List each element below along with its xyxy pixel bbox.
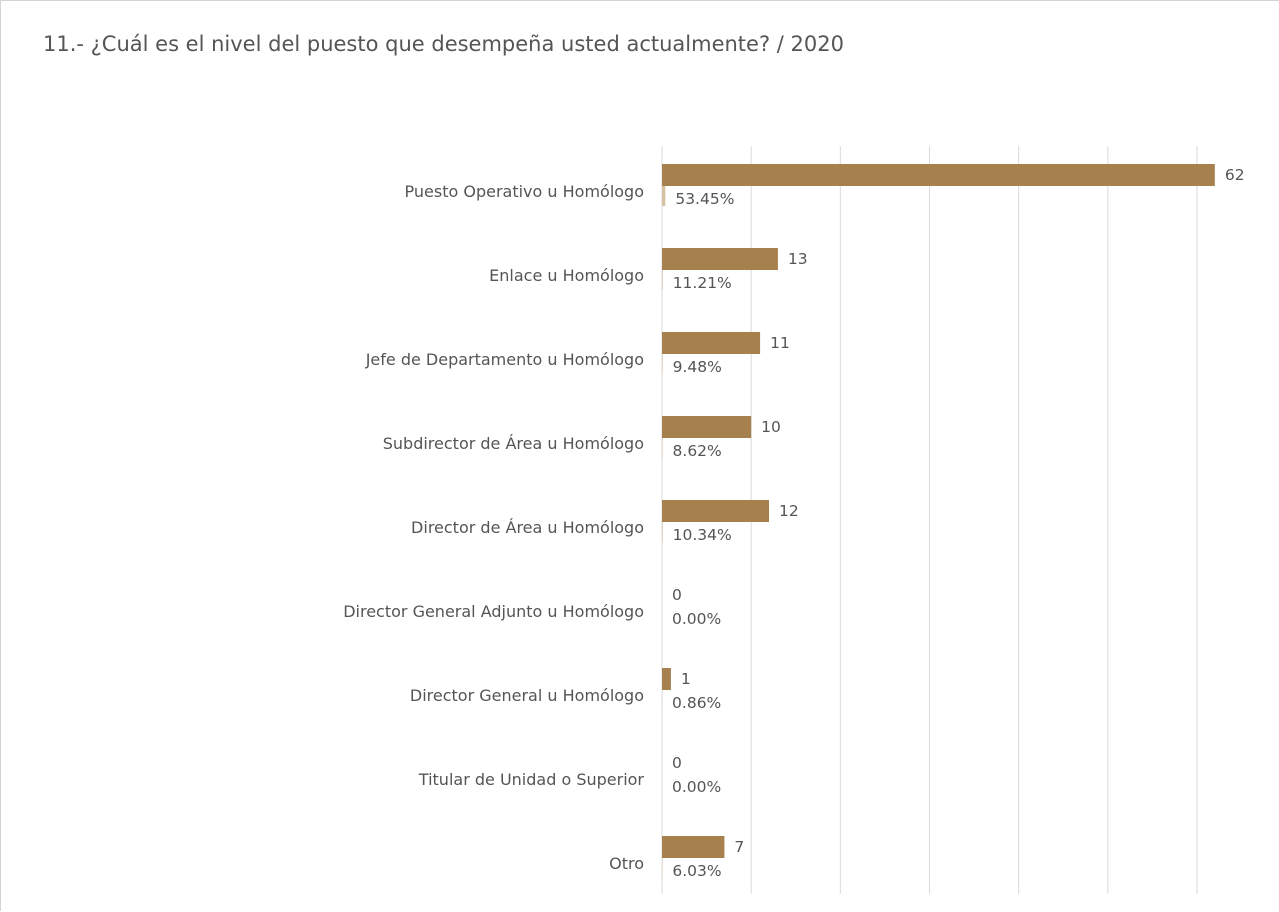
count-bar xyxy=(662,248,778,270)
percent-label: 53.45% xyxy=(675,190,734,208)
percent-bar xyxy=(662,438,663,458)
category-row: Titular de Unidad o Superior 0 0.00% xyxy=(418,754,721,796)
percent-label: 6.03% xyxy=(672,862,721,880)
percent-label: 8.62% xyxy=(673,442,722,460)
percent-label: 11.21% xyxy=(673,274,732,292)
count-bar xyxy=(662,836,724,858)
count-label: 13 xyxy=(788,250,808,268)
percent-label: 9.48% xyxy=(673,358,722,376)
category-label: Jefe de Departamento u Homólogo xyxy=(365,350,644,369)
category-label: Director de Área u Homólogo xyxy=(411,518,644,537)
count-bar xyxy=(662,332,760,354)
percent-bar xyxy=(662,186,665,206)
category-label: Director General Adjunto u Homólogo xyxy=(343,602,644,621)
count-label: 0 xyxy=(672,754,682,772)
percent-label: 0.00% xyxy=(672,610,721,628)
category-label: Subdirector de Área u Homólogo xyxy=(383,434,644,453)
category-row: Enlace u Homólogo 13 11.21% xyxy=(489,248,807,292)
percent-label: 0.00% xyxy=(672,778,721,796)
percent-label: 0.86% xyxy=(672,694,721,712)
category-label: Puesto Operativo u Homólogo xyxy=(405,182,644,201)
count-bar xyxy=(662,668,671,690)
category-label: Otro xyxy=(609,854,644,873)
count-label: 7 xyxy=(734,838,744,856)
category-row: Otro 7 6.03% xyxy=(609,836,744,880)
count-label: 62 xyxy=(1225,166,1245,184)
category-row: Jefe de Departamento u Homólogo 11 9.48% xyxy=(365,332,790,376)
category-row: Puesto Operativo u Homólogo 62 53.45% xyxy=(405,164,1245,208)
count-label: 11 xyxy=(770,334,790,352)
percent-bar xyxy=(662,270,663,290)
category-row: Director General Adjunto u Homólogo 0 0.00… xyxy=(343,586,721,628)
percent-bar xyxy=(662,354,663,374)
count-bar xyxy=(662,500,769,522)
percent-bar xyxy=(662,522,663,542)
count-label: 12 xyxy=(779,502,799,520)
count-bar xyxy=(662,416,751,438)
percent-label: 10.34% xyxy=(673,526,732,544)
category-row: Director General u Homólogo 1 0.86% xyxy=(410,668,721,712)
count-label: 10 xyxy=(761,418,781,436)
category-label: Director General u Homólogo xyxy=(410,686,644,705)
count-label: 0 xyxy=(672,586,682,604)
count-bar xyxy=(662,164,1215,186)
count-label: 1 xyxy=(681,670,691,688)
category-label: Enlace u Homólogo xyxy=(489,266,644,285)
category-row: Subdirector de Área u Homólogo 10 8.62% xyxy=(383,416,781,460)
category-row: Director de Área u Homólogo 12 10.34% xyxy=(411,500,799,544)
category-label: Titular de Unidad o Superior xyxy=(418,770,645,789)
